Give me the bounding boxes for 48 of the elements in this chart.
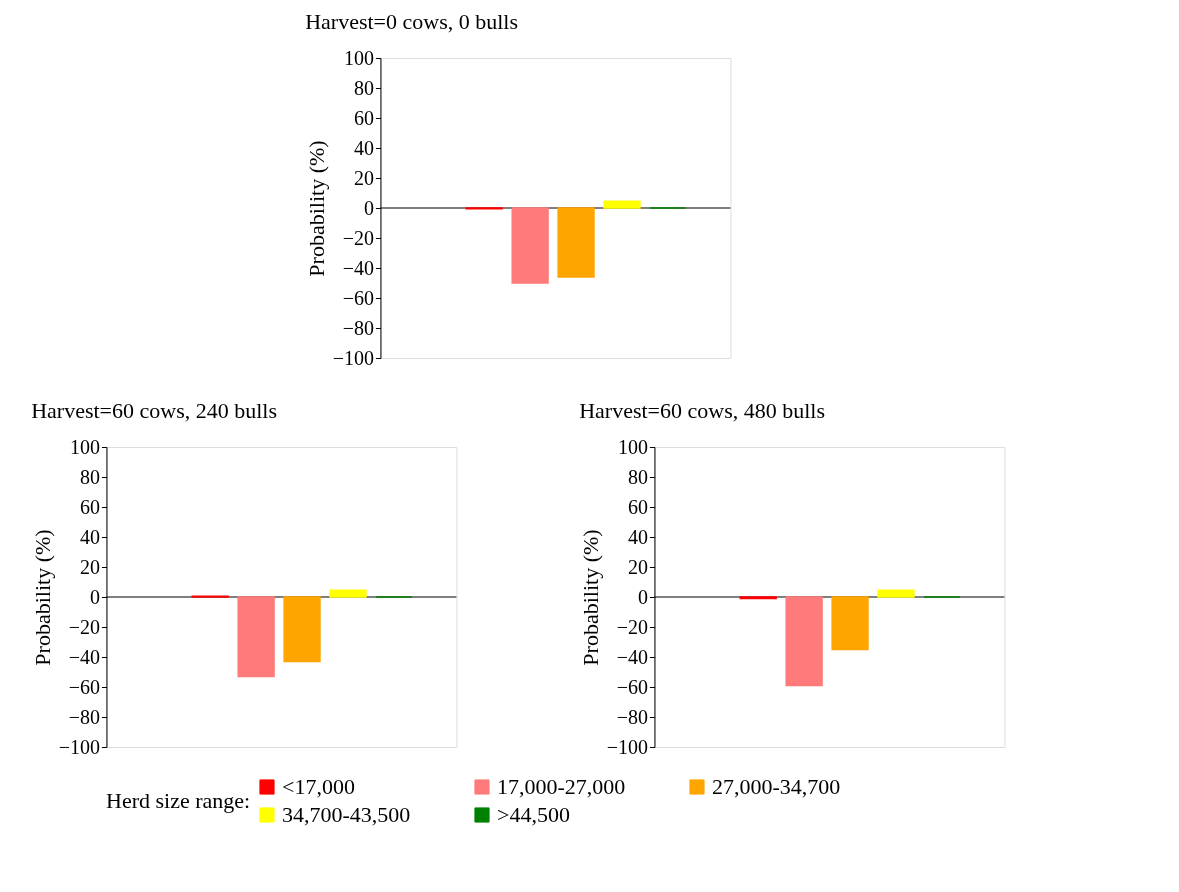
y-tick-label: 60 [627, 495, 648, 518]
y-tick-label: 20 [353, 166, 374, 189]
legend-label: 17,000-27,000 [497, 774, 626, 799]
y-tick-label: −20 [616, 615, 648, 638]
y-tick-label: −100 [332, 346, 374, 369]
legend-title: Herd size range: [106, 788, 251, 813]
y-tick-label: 80 [353, 76, 374, 99]
y-tick-label: 0 [363, 196, 374, 219]
y-tick-label: 40 [79, 525, 100, 548]
y-axis-title: Probability (%) [303, 140, 329, 277]
y-tick-label: −40 [616, 645, 648, 668]
y-tick-label: 0 [637, 585, 648, 608]
y-tick-label: 20 [627, 555, 648, 578]
legend-label: 27,000-34,700 [712, 774, 841, 799]
y-tick-label: −80 [342, 316, 374, 339]
y-tick-label: 100 [69, 435, 100, 458]
chart-title: Harvest=60 cows, 480 bulls [579, 398, 825, 423]
legend-label: >44,500 [497, 802, 570, 827]
bar [283, 596, 321, 663]
y-tick-label: −60 [68, 675, 100, 698]
legend-label: <17,000 [282, 774, 355, 799]
y-tick-label: −20 [342, 226, 374, 249]
y-tick-label: 80 [79, 465, 100, 488]
y-tick-label: −40 [68, 645, 100, 668]
y-tick-label: −80 [68, 705, 100, 728]
y-tick-label: −40 [342, 256, 374, 279]
bar [329, 589, 367, 598]
y-tick-label: −60 [342, 286, 374, 309]
y-tick-label: 0 [89, 585, 100, 608]
y-tick-label: 100 [617, 435, 648, 458]
y-tick-label: 20 [79, 555, 100, 578]
bar [237, 596, 275, 678]
y-tick-label: 60 [79, 495, 100, 518]
legend-label: 34,700-43,500 [282, 802, 411, 827]
y-axis-title: Probability (%) [577, 529, 603, 666]
y-tick-label: −100 [606, 735, 648, 758]
y-tick-label: 80 [627, 465, 648, 488]
y-tick-label: −20 [68, 615, 100, 638]
y-tick-label: 100 [343, 46, 374, 69]
y-axis-title: Probability (%) [29, 529, 55, 666]
chart-title: Harvest=60 cows, 240 bulls [31, 398, 277, 423]
y-tick-label: −100 [58, 735, 100, 758]
y-tick-label: 40 [353, 136, 374, 159]
y-tick-label: 60 [353, 106, 374, 129]
y-tick-label: −80 [616, 705, 648, 728]
y-tick-label: −60 [616, 675, 648, 698]
y-tick-label: 40 [627, 525, 648, 548]
chart-title: Harvest=0 cows, 0 bulls [305, 9, 518, 34]
